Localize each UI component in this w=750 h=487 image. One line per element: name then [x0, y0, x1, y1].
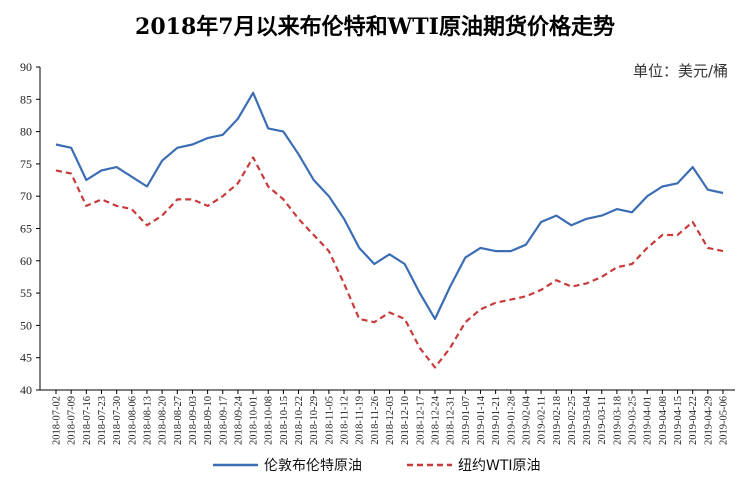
y-tick-label: 50 [20, 318, 32, 332]
x-tick-label: 2018-07-30 [112, 396, 123, 445]
x-tick-label: 2018-12-03 [385, 396, 396, 445]
y-tick-label: 90 [20, 60, 32, 74]
x-tick-label: 2018-12-31 [446, 396, 457, 445]
x-tick-label: 2019-03-25 [628, 396, 639, 445]
series-line-brent [55, 91, 724, 320]
x-tick-label: 2018-11-05 [324, 396, 335, 445]
x-tick-label: 2018-09-24 [233, 395, 244, 445]
y-tick-label: 85 [20, 92, 32, 106]
x-tick-label: 2019-01-07 [461, 396, 472, 445]
x-tick-label: 2018-07-23 [97, 396, 108, 445]
y-tick-label: 45 [20, 351, 32, 365]
x-tick-labels: 2018-07-02 2018-07-09 2018-07-16 2018-07-23… [52, 390, 730, 445]
x-tick-label: 2019-02-18 [552, 396, 563, 445]
x-tick-label: 2018-07-09 [67, 396, 78, 445]
y-tick-label: 60 [20, 254, 32, 268]
x-tick-label: 2018-09-17 [218, 396, 229, 445]
x-tick-label: 2019-03-11 [597, 396, 608, 445]
x-tick-label: 2019-04-22 [688, 396, 699, 445]
x-tick-label: 2019-05-06 [719, 396, 730, 445]
x-tick-label: 2018-07-02 [52, 396, 63, 445]
x-tick-label: 2019-04-15 [673, 396, 684, 445]
x-tick-label: 2019-01-28 [506, 396, 517, 445]
x-tick-label: 2018-11-12 [340, 396, 351, 445]
y-tick-label: 75 [20, 157, 32, 171]
x-tick-label: 2019-04-29 [703, 396, 714, 445]
x-tick-label: 2019-03-18 [612, 396, 623, 445]
x-tick-label: 2018-08-13 [142, 396, 153, 445]
x-tick-label: 2018-12-10 [400, 396, 411, 445]
x-tick-label: 2018-10-08 [264, 396, 275, 445]
y-tick-labels: 40 45 50 55 60 65 70 75 80 85 90 [20, 60, 40, 397]
x-tick-label: 2018-10-15 [279, 396, 290, 445]
x-tick-label: 2019-04-01 [643, 396, 654, 445]
y-tick-label: 70 [20, 189, 32, 203]
x-tick-label: 2018-08-20 [158, 396, 169, 445]
y-tick-label: 80 [20, 125, 32, 139]
y-tick-label: 55 [20, 286, 32, 300]
x-tick-label: 2018-08-06 [127, 396, 138, 445]
x-tick-label: 2018-12-17 [415, 396, 426, 445]
y-tick-label: 65 [20, 222, 32, 236]
legend-label-wti: 纽约WTI原油 [458, 458, 541, 474]
x-tick-label: 2018-11-19 [355, 396, 366, 445]
x-tick-label: 2018-07-16 [82, 396, 93, 445]
x-tick-label: 2018-08-27 [173, 396, 184, 445]
x-tick-label: 2018-09-10 [203, 396, 214, 445]
x-tick-label: 2019-02-25 [567, 396, 578, 445]
x-tick-label: 2019-02-11 [537, 396, 548, 445]
x-tick-label: 2018-10-01 [249, 396, 260, 445]
series-layer [55, 91, 724, 369]
x-tick-label: 2018-12-24 [430, 395, 441, 445]
x-tick-label: 2019-02-04 [521, 395, 532, 445]
legend: 伦敦布伦特原油 纽约WTI原油 [213, 458, 541, 474]
x-tick-label: 2019-01-21 [491, 396, 502, 445]
x-tick-label: 2018-10-22 [294, 396, 305, 445]
chart-title: 2018年7月以来布伦特和WTI原油期货价格走势 [135, 14, 615, 40]
x-tick-label: 2018-09-03 [188, 396, 199, 445]
x-tick-label: 2018-10-29 [309, 396, 320, 445]
unit-label: 单位：美元/桶 [633, 62, 728, 80]
x-tick-label: 2018-11-26 [370, 396, 381, 445]
y-tick-label: 40 [20, 383, 32, 397]
x-tick-label: 2019-03-04 [582, 395, 593, 445]
series-line-wti [55, 156, 724, 369]
legend-label-brent: 伦敦布伦特原油 [264, 458, 362, 474]
x-tick-label: 2019-01-14 [476, 395, 487, 445]
x-tick-label: 2019-04-08 [658, 396, 669, 445]
